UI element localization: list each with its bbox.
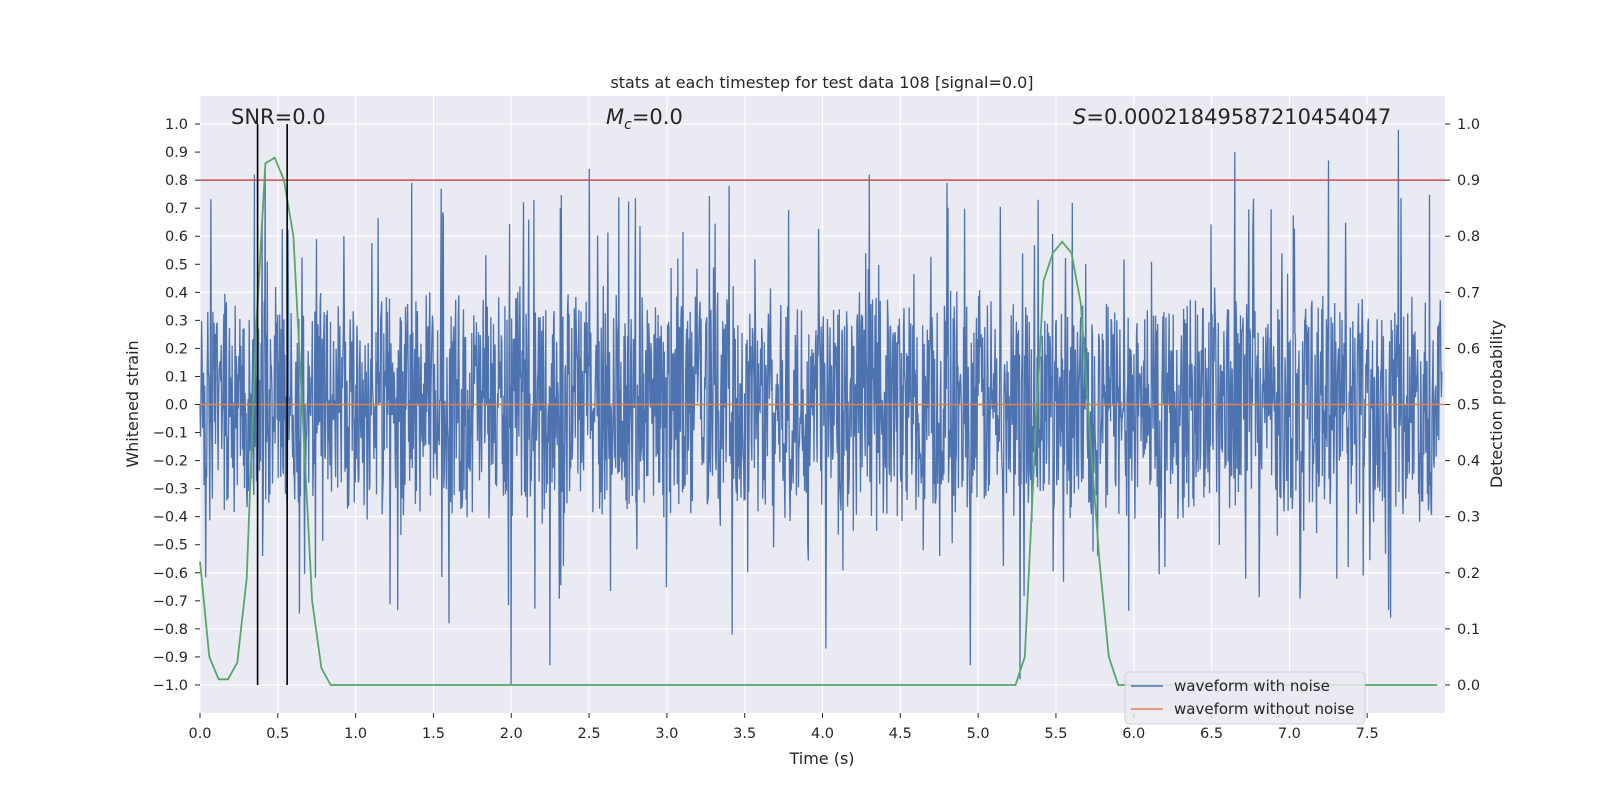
x-tick-label: 3.5	[733, 726, 756, 742]
x-tick-label: 0.0	[188, 726, 211, 742]
y-left-axis-ticks: 1.0 0.9 0.8 0.7 0.6 0.5 0.4 0.3 0.2 0.1 0.0 −0.1 −0.…	[153, 117, 200, 694]
marker-lines	[256, 124, 288, 685]
x-tick-label: 4.5	[889, 726, 912, 742]
y-left-tick-label: 0.0	[165, 398, 188, 414]
s-annotation: S=0.00021849587210454047	[1073, 105, 1391, 129]
y-right-tick-label: 0.8	[1457, 229, 1480, 245]
y-right-tick-label: 0.9	[1457, 173, 1480, 189]
y-left-tick-label: 0.5	[165, 257, 188, 273]
x-tick-label: 6.5	[1200, 726, 1223, 742]
noise-trace	[199, 129, 1443, 686]
legend-box	[1124, 671, 1366, 725]
y-left-tick-label: −1.0	[153, 678, 188, 694]
legend: waveform with noise waveform without noi…	[1124, 671, 1366, 725]
y-left-tick-label: 0.2	[165, 341, 188, 357]
probability-trace	[199, 156, 1438, 686]
y-left-tick-label: −0.3	[153, 482, 188, 498]
chart-title: stats at each timestep for test data 108…	[610, 73, 1033, 92]
y-left-tick-label: −0.6	[153, 566, 188, 582]
x-tick-label: 4.0	[811, 726, 834, 742]
x-tick-label: 3.0	[655, 726, 678, 742]
x-axis-label: Time (s)	[788, 749, 854, 768]
y-right-axis-ticks: 1.0 0.9 0.8 0.7 0.6 0.5 0.4 0.3 0.2 0.1 0.0	[1445, 117, 1480, 694]
x-tick-label: 5.5	[1044, 726, 1067, 742]
s-symbol: S	[1073, 105, 1086, 129]
x-tick-label: 7.0	[1278, 726, 1301, 742]
x-tick-label: 0.5	[266, 726, 289, 742]
y-left-tick-label: 1.0	[165, 117, 188, 133]
y-left-tick-label: 0.7	[165, 201, 188, 217]
legend-label-clean: waveform without noise	[1174, 700, 1354, 718]
y-left-tick-label: 0.9	[165, 145, 188, 161]
y-left-tick-label: −0.4	[153, 510, 188, 526]
x-tick-label: 2.0	[500, 726, 523, 742]
y-right-tick-label: 1.0	[1457, 117, 1480, 133]
y-left-tick-label: −0.9	[153, 650, 188, 666]
y-left-tick-label: 0.6	[165, 229, 188, 245]
y-right-tick-label: 0.0	[1457, 678, 1480, 694]
y-right-axis-label: Detection probability	[1487, 320, 1506, 488]
x-tick-label: 5.0	[967, 726, 990, 742]
x-axis-ticks: 0.0 0.5 1.0 1.5 2.0 2.5 3.0 3.5 4.0 4.5 5.0 5.5 6.0 6…	[188, 713, 1379, 742]
y-left-tick-label: 0.1	[165, 369, 188, 385]
y-left-tick-label: 0.4	[165, 285, 188, 301]
y-left-tick-label: −0.8	[153, 622, 188, 638]
y-right-tick-label: 0.3	[1457, 510, 1480, 526]
series-detection-probability	[199, 156, 1438, 686]
mc-symbol: M	[606, 105, 624, 129]
y-left-tick-label: −0.1	[153, 426, 188, 442]
y-right-tick-label: 0.7	[1457, 285, 1480, 301]
y-right-tick-label: 0.2	[1457, 566, 1480, 582]
y-right-tick-label: 0.4	[1457, 454, 1480, 470]
y-left-tick-label: 0.8	[165, 173, 188, 189]
series-waveform-with-noise	[199, 129, 1443, 686]
y-left-tick-label: −0.2	[153, 454, 188, 470]
y-left-tick-label: −0.5	[153, 538, 188, 554]
legend-label-noise: waveform with noise	[1174, 677, 1330, 695]
y-left-tick-label: −0.7	[153, 594, 188, 610]
s-value: =0.00021849587210454047	[1086, 105, 1391, 129]
y-right-tick-label: 0.1	[1457, 622, 1480, 638]
mc-value: =0.0	[632, 105, 683, 129]
x-tick-label: 1.0	[344, 726, 367, 742]
mc-subscript: c	[624, 117, 632, 133]
x-tick-label: 1.5	[422, 726, 445, 742]
x-tick-label: 6.0	[1122, 726, 1145, 742]
x-tick-label: 7.5	[1356, 726, 1379, 742]
y-right-tick-label: 0.5	[1457, 398, 1480, 414]
mc-annotation: Mc=0.0	[606, 105, 683, 133]
snr-annotation: SNR=0.0	[231, 105, 326, 129]
y-left-axis-label: Whitened strain	[123, 340, 142, 467]
y-left-tick-label: 0.3	[165, 313, 188, 329]
x-tick-label: 2.5	[578, 726, 601, 742]
y-right-tick-label: 0.6	[1457, 341, 1480, 357]
